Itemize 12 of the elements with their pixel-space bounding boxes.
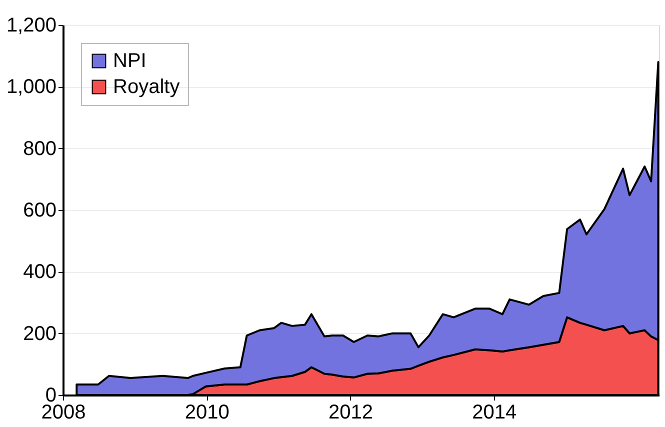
y-tick-label: 1,200: [6, 14, 56, 36]
y-tick-label: 200: [23, 322, 56, 345]
x-tick-label: 2014: [472, 402, 517, 424]
x-tick-label: 2010: [184, 402, 230, 424]
y-tick-label: 800: [23, 138, 56, 160]
legend-label: NPI: [113, 50, 146, 72]
x-tick-label: 2012: [328, 402, 373, 424]
y-tick-label: 400: [23, 261, 56, 284]
x-tick-label: 2008: [41, 402, 86, 424]
y-tick-label: 600: [23, 200, 56, 222]
legend-label: Royalty: [113, 76, 180, 98]
y-tick-label: 1,000: [6, 76, 56, 98]
